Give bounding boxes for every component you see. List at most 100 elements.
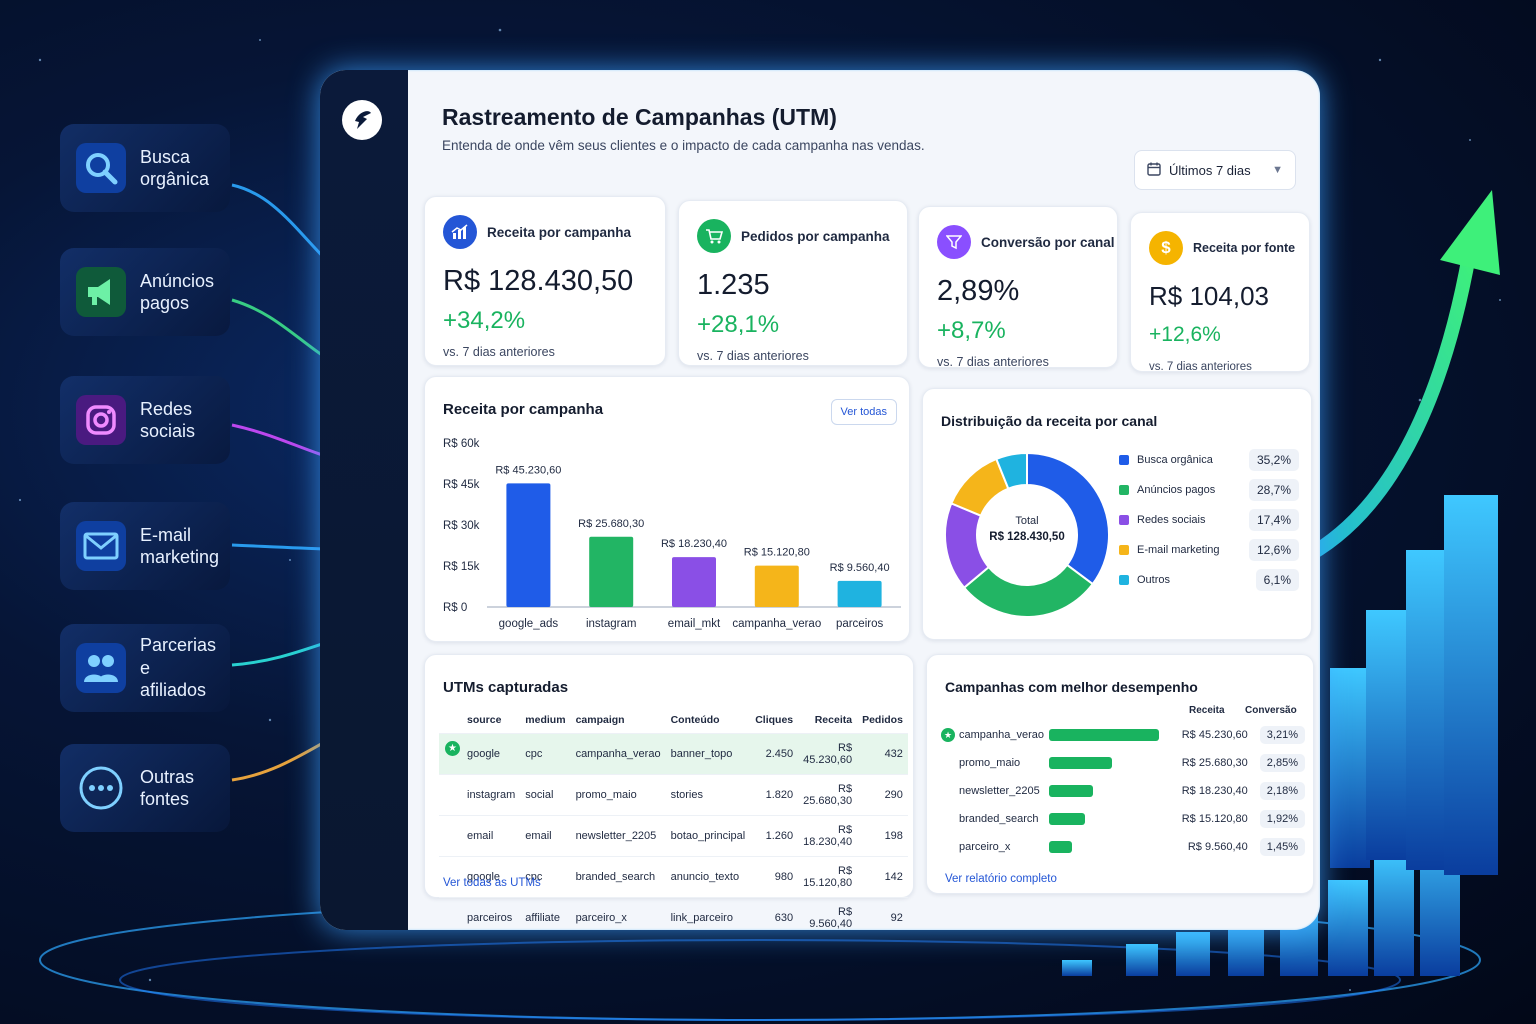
bar-email_mkt[interactable]: [672, 557, 716, 607]
legend-value: 35,2%: [1248, 449, 1299, 471]
source-redes-sociais[interactable]: Redes sociais: [60, 376, 230, 464]
y-tick-label: R$ 30k: [443, 520, 480, 532]
table-row[interactable]: google ★ cpc campanha_verao banner_topo 2.450…: [439, 733, 908, 775]
revenue-bar-chart: R$ 0 R$ 15k R$ 30k R$ 45k R$ 60k R$ 45.230,60…: [443, 438, 901, 630]
bar-instagram[interactable]: [589, 536, 634, 607]
campaign-row[interactable]: newsletter_2205 R$ 18.230,40 2,18%: [945, 777, 1305, 805]
legend-value: 12,6%: [1248, 539, 1299, 561]
bar-value-label: R$ 18.230,40: [661, 538, 727, 550]
source-parcerias-afiliados[interactable]: Parcerias e afiliados: [60, 624, 230, 712]
table-cell: google ★: [439, 733, 521, 775]
table-cell: banner_topo: [665, 733, 751, 775]
column-header: Conversão: [1245, 705, 1297, 716]
column-header[interactable]: Receita: [814, 714, 853, 726]
table-cell: 432: [857, 733, 908, 775]
legend-label: Busca orgânica: [1137, 454, 1213, 466]
legend-item: Outros 6,1%: [1119, 569, 1299, 591]
brand-logo-icon[interactable]: [342, 100, 382, 140]
kpi-value: 1.235: [697, 269, 770, 301]
bar-parceiros[interactable]: [837, 580, 882, 607]
chevron-down-icon: ▼: [1272, 164, 1283, 176]
y-tick-label: R$ 15k: [443, 561, 480, 573]
column-header[interactable]: medium: [525, 714, 566, 726]
legend-item: Anúncios pagos 28,7%: [1119, 479, 1299, 501]
table-cell: 2.450: [750, 733, 799, 775]
campaign-row[interactable]: branded_search R$ 15.120,80 1,92%: [945, 805, 1305, 833]
campaign-revenue: R$ 15.120,80: [1181, 813, 1248, 825]
bar-track: [1049, 841, 1162, 853]
x-tick-label: email_mkt: [668, 618, 721, 630]
megaphone-icon: [76, 267, 126, 317]
table-cell: email: [439, 815, 521, 857]
table-cell: newsletter_2205: [570, 815, 666, 857]
campaign-row[interactable]: campanha_verao R$ 45.230,60 3,21% ★: [941, 721, 1305, 749]
y-tick-label: R$ 0: [443, 602, 467, 614]
table-row[interactable]: google cpc branded_search anuncio_texto 980 R…: [439, 856, 908, 898]
utm-table: source medium campaign Conteúdo Cliques …: [439, 707, 908, 930]
kpi-title: Conversão por canal: [981, 235, 1115, 250]
campaign-conversion: 1,45%: [1259, 838, 1305, 856]
kpi-note: vs. 7 dias anteriores: [443, 345, 555, 359]
legend-swatch: [1119, 545, 1129, 555]
table-row[interactable]: email email newsletter_2205 botao_principal…: [439, 815, 908, 857]
star-icon: ★: [445, 741, 460, 756]
kpi-card-conversao-canal: Conversão por canal 2,89% +8,7% vs. 7 di…: [918, 206, 1118, 369]
bar-track: [1049, 757, 1162, 769]
source-busca-organica[interactable]: Busca orgânica: [60, 124, 230, 212]
source-anuncios-pagos[interactable]: Anúncios pagos: [60, 248, 230, 336]
campaign-row[interactable]: promo_maio R$ 25.680,30 2,85%: [945, 749, 1305, 777]
view-all-button[interactable]: Ver todas: [830, 399, 897, 425]
sidebar-rail: [320, 70, 408, 930]
kpi-card-pedidos-campanha: Pedidos por campanha 1.235 +28,1% vs. 7 …: [678, 200, 908, 366]
legend-swatch: [1119, 575, 1129, 585]
star-icon: ★: [941, 728, 955, 742]
column-header[interactable]: campaign: [575, 714, 625, 726]
full-report-link[interactable]: Ver relatório completo: [945, 873, 1057, 885]
chart-icon: [443, 215, 477, 249]
kpi-card-receita-campanha: Receita por campanha R$ 128.430,50 +34,2…: [424, 196, 666, 366]
kpi-card-receita-fonte: $ Receita por fonte R$ 104,03 +12,6% vs.…: [1130, 212, 1310, 373]
donut-slice-0[interactable]: [1026, 451, 1110, 586]
table-cell: parceiro_x: [570, 897, 666, 930]
table-cell: botao_principal: [665, 815, 751, 857]
legend-item: E-mail marketing 12,6%: [1119, 539, 1299, 561]
kpi-delta: +8,7%: [937, 317, 1006, 344]
campaign-name: promo_maio: [959, 757, 1021, 769]
bar-google_ads[interactable]: [506, 483, 551, 607]
table-cell: parceiros: [439, 897, 521, 930]
column-header[interactable]: Conteúdo: [670, 714, 720, 726]
campaign-revenue: R$ 45.230,60: [1181, 729, 1248, 741]
y-tick-label: R$ 60k: [443, 438, 480, 450]
legend-value: 6,1%: [1255, 569, 1299, 591]
campaign-conversion: 1,92%: [1259, 810, 1305, 828]
donut-slice-4[interactable]: [995, 451, 1028, 490]
campaign-name: branded_search: [959, 813, 1039, 825]
bar-campanha_verao[interactable]: [754, 565, 799, 607]
table-cell: 142: [857, 856, 908, 898]
legend-label: E-mail marketing: [1137, 544, 1220, 556]
campaign-name: newsletter_2205: [959, 785, 1040, 797]
table-cell: 198: [857, 815, 908, 857]
column-header[interactable]: Pedidos: [862, 714, 903, 726]
column-header[interactable]: Cliques: [755, 714, 794, 726]
column-header[interactable]: source: [467, 714, 502, 726]
bar-value-label: R$ 25.680,30: [578, 518, 644, 530]
table-row[interactable]: instagram social promo_maio stories 1.820 R$ …: [439, 774, 908, 816]
instagram-icon: [76, 395, 126, 445]
table-cell: promo_maio: [570, 774, 666, 816]
bar-value-label: R$ 45.230,60: [495, 464, 561, 476]
date-range-value: Últimos 7 dias: [1169, 162, 1251, 178]
source-outras-fontes[interactable]: Outras fontes: [60, 744, 230, 832]
utm-table-card: UTMs capturadas source medium campaign C…: [424, 654, 914, 930]
x-tick-label: parceiros: [836, 618, 884, 630]
date-range-select[interactable]: Últimos 7 dias ▼: [1134, 150, 1296, 190]
x-tick-label: campanha_verao: [732, 618, 821, 630]
campaign-row[interactable]: parceiro_x R$ 9.560,40 1,45%: [945, 833, 1305, 861]
table-row[interactable]: parceiros affiliate parceiro_x link_parceir…: [439, 897, 908, 930]
view-all-utms-link[interactable]: Ver todas as UTMs: [443, 877, 541, 889]
campaign-revenue: R$ 25.680,30: [1181, 757, 1248, 769]
campaign-name: campanha_verao: [959, 729, 1045, 741]
kpi-note: vs. 7 dias anteriores: [1149, 361, 1252, 373]
campaign-bar: [1049, 841, 1073, 853]
source-email-marketing[interactable]: E-mail marketing: [60, 502, 230, 590]
